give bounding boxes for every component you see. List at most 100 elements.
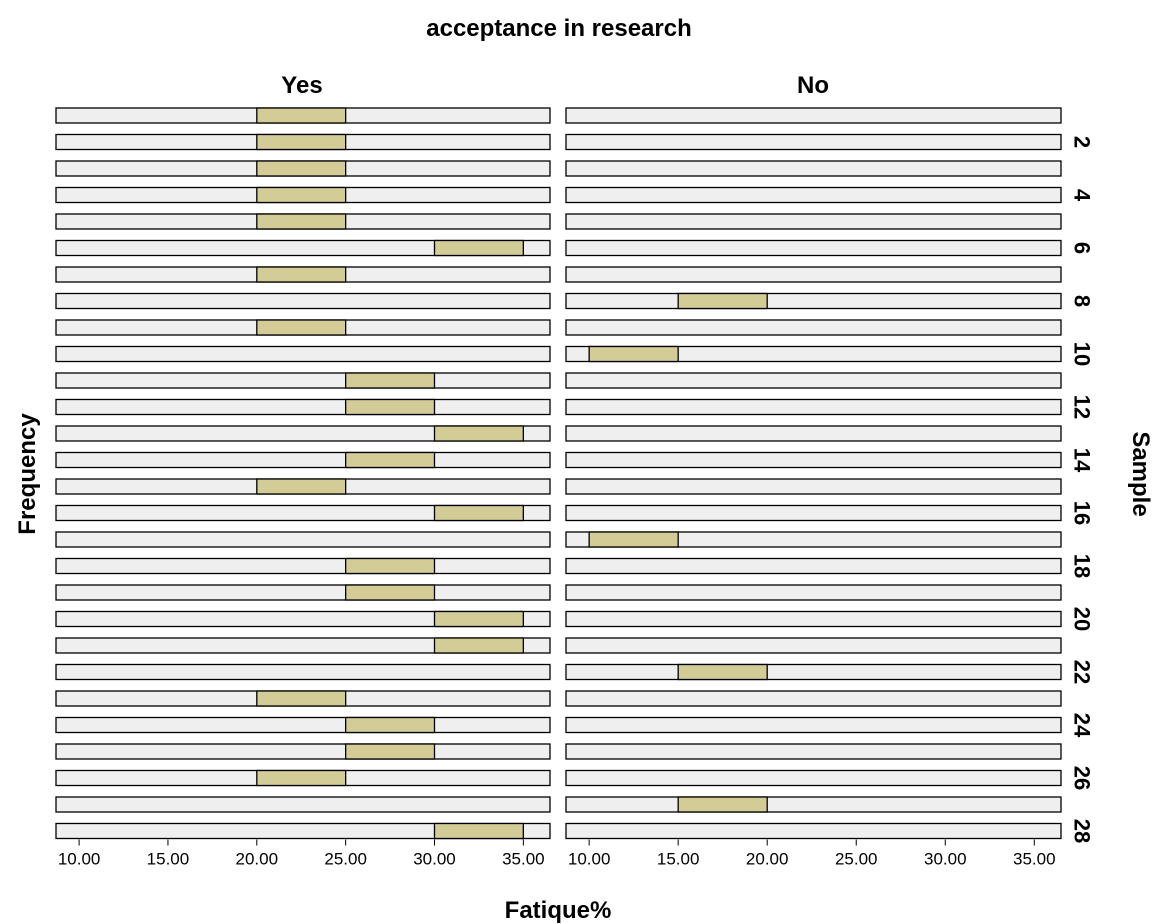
- row-background: [565, 663, 1062, 681]
- sample-row-label: 6: [1070, 242, 1095, 254]
- row-background: [565, 372, 1062, 389]
- sample-row-label: 14: [1070, 448, 1095, 473]
- x-tick-label: 30.00: [924, 850, 967, 869]
- sample-row-label: 28: [1070, 819, 1095, 843]
- sample-row-label: 8: [1070, 295, 1095, 307]
- histogram-bar: [588, 531, 679, 548]
- histogram-bar: [344, 398, 436, 416]
- x-tick-label: 25.00: [324, 850, 367, 869]
- histogram-bar: [344, 557, 436, 575]
- histogram-bar: [256, 160, 347, 177]
- x-tick-label: 15.00: [657, 850, 700, 869]
- sample-row-label: 16: [1070, 501, 1095, 525]
- row-background: [565, 690, 1062, 707]
- x-axis-title: Fatique%: [505, 897, 612, 924]
- histogram-bar: [256, 266, 347, 283]
- x-tick-label: 20.00: [746, 850, 789, 869]
- x-tick-label: 10.00: [58, 850, 101, 869]
- row-background: [565, 186, 1062, 204]
- row-background: [55, 610, 551, 628]
- row-background: [565, 557, 1062, 575]
- histogram-bar: [344, 716, 436, 734]
- x-tick-label: 35.00: [1013, 850, 1056, 869]
- x-tick-label: 35.00: [502, 850, 545, 869]
- row-background: [565, 398, 1062, 416]
- row-background: [55, 796, 551, 813]
- histogram-bar: [677, 663, 768, 681]
- histogram-bar: [588, 345, 679, 363]
- row-background: [55, 822, 551, 840]
- x-tick-label: 20.00: [236, 850, 279, 869]
- row-background: [565, 239, 1062, 257]
- histogram-bar: [344, 743, 436, 760]
- sample-row-label: 10: [1070, 342, 1095, 366]
- row-background: [565, 451, 1062, 469]
- x-axis-ticks: 10.00 15.00 20.00 25.00 30.00 35.00 10.00 15.00…: [58, 839, 1056, 869]
- row-background: [565, 213, 1062, 230]
- row-background: [565, 743, 1062, 760]
- histogram-bar: [344, 584, 436, 601]
- histogram-bar: [256, 478, 347, 495]
- row-background: [565, 160, 1062, 177]
- sample-row-label: 18: [1070, 554, 1095, 578]
- row-background: [565, 107, 1062, 124]
- row-background: [565, 716, 1062, 734]
- row-background: [565, 584, 1062, 601]
- histogram-bar: [256, 107, 347, 124]
- histogram-bar: [256, 690, 347, 707]
- row-background: [565, 133, 1062, 151]
- row-background: [565, 292, 1062, 310]
- row-background: [55, 663, 551, 681]
- histogram-bar: [256, 769, 347, 787]
- row-background: [565, 266, 1062, 283]
- y-axis-title: Frequency: [14, 413, 41, 535]
- sample-row-label: 26: [1070, 766, 1095, 790]
- x-tick-label: 10.00: [568, 850, 611, 869]
- row-background: [55, 372, 551, 389]
- row-background: [55, 637, 551, 654]
- row-background: [55, 584, 551, 601]
- row-background: [55, 743, 551, 760]
- row-background: [565, 478, 1062, 495]
- row-background: [55, 504, 551, 522]
- row-background: [55, 557, 551, 575]
- x-tick-label: 15.00: [147, 850, 190, 869]
- histogram-bar: [677, 796, 768, 813]
- row-background: [55, 292, 551, 310]
- histogram-bar: [344, 372, 436, 389]
- histogram-bar: [433, 239, 524, 257]
- sample-row-label: 24: [1070, 713, 1095, 738]
- sample-row-label: 2: [1070, 136, 1095, 148]
- row-background: [565, 425, 1062, 442]
- histogram-bar: [433, 425, 524, 442]
- histogram-bar: [433, 822, 524, 840]
- row-background: [55, 425, 551, 442]
- sample-row-label: 4: [1070, 189, 1095, 202]
- histogram-bar: [433, 504, 524, 522]
- histogram-bar: [256, 133, 347, 151]
- sample-row-label: 12: [1070, 395, 1095, 419]
- sample-row-label: 22: [1070, 660, 1095, 684]
- row-background: [565, 531, 1062, 548]
- row-background: [565, 822, 1062, 840]
- histogram-bar: [677, 292, 768, 310]
- row-background: [565, 319, 1062, 336]
- histogram-bar: [256, 186, 347, 204]
- row-background: [55, 239, 551, 257]
- row-background: [565, 610, 1062, 628]
- row-background: [55, 398, 551, 416]
- facet-label-no: No: [797, 72, 829, 99]
- row-background: [565, 796, 1062, 813]
- panel-rows: [55, 107, 1062, 840]
- row-axis-title: Sample: [1127, 431, 1154, 516]
- histogram-bar: [433, 610, 524, 628]
- x-tick-label: 30.00: [413, 850, 456, 869]
- row-background: [55, 531, 551, 548]
- histogram-bar: [433, 637, 524, 654]
- facet-label-yes: Yes: [281, 72, 322, 99]
- row-background: [565, 504, 1062, 522]
- histogram-bar: [256, 319, 347, 336]
- row-background: [55, 716, 551, 734]
